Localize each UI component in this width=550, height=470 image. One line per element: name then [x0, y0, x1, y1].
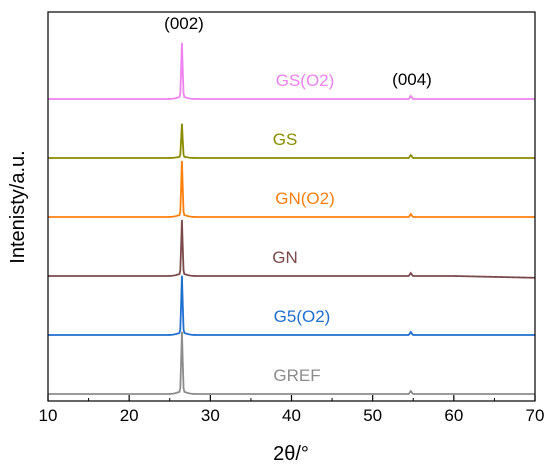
series-line-gref [48, 331, 535, 395]
series-line-gn [48, 219, 536, 279]
x-tick-label: 50 [363, 406, 382, 425]
peak-label-004: (004) [392, 70, 432, 89]
series-label-gso2: GS(O2) [276, 71, 335, 90]
y-axis-title: Intenisty/a.u. [7, 150, 29, 263]
series-label-gref: GREF [273, 366, 320, 385]
x-tick-label: 30 [201, 406, 220, 425]
x-tick-label: 10 [39, 406, 58, 425]
series-line-gno2 [48, 160, 535, 218]
x-tick-label: 40 [282, 406, 301, 425]
x-ticks: 10 20 30 40 50 60 70 [39, 395, 545, 425]
series-line-gso2 [48, 42, 535, 100]
series-label-gn: GN [272, 248, 298, 267]
series-line-g5o2 [48, 275, 535, 336]
series-label-gs: GS [273, 130, 298, 149]
peak-label-002: (002) [164, 14, 204, 33]
x-axis-title: 2θ/° [273, 443, 309, 465]
x-tick-label: 20 [120, 406, 139, 425]
series-label-gno2: GN(O2) [275, 189, 335, 208]
series-label-g5o2: G5(O2) [274, 307, 331, 326]
series-layer: GS(O2) GS GN(O2) GN G5(O2) GREF [48, 42, 536, 395]
series-line-gs [48, 123, 535, 159]
x-tick-label: 70 [526, 406, 545, 425]
annotation-layer: (002) (004) [164, 14, 432, 89]
x-tick-label: 60 [444, 406, 463, 425]
